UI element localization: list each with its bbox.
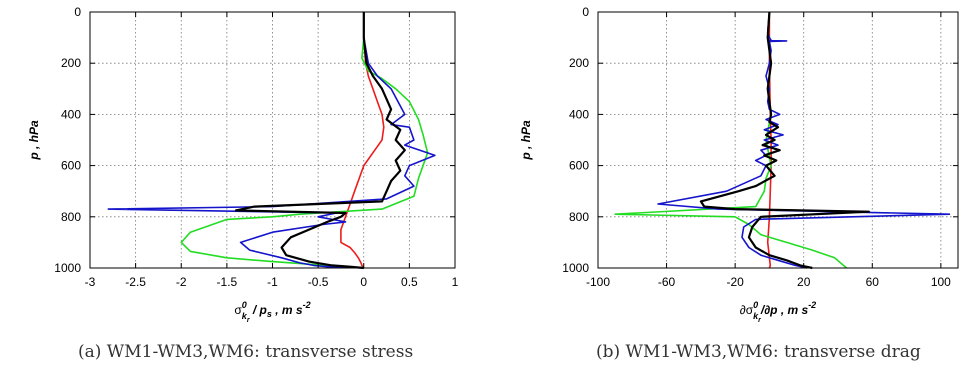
series-line-2 <box>657 11 951 269</box>
chart-transverse-stress: -3 -2.5 -2 -1.5 -1 -0.5 0 0.5 1 0 200 400 600 800 1000… <box>27 5 459 324</box>
series-line-2 <box>107 12 436 269</box>
y-tick-label: 200 <box>61 56 81 70</box>
y-tick-label: 400 <box>61 107 81 121</box>
x-tick-label: -1 <box>267 275 278 289</box>
y-tick-label: 200 <box>569 56 589 70</box>
figure: -3 -2.5 -2 -1.5 -1 -0.5 0 0.5 102004006008001000… <box>27 5 959 324</box>
x-tick-label: 0.5 <box>401 275 418 289</box>
x-tick-label: -0.5 <box>308 275 329 289</box>
caption-b: (b) WM1-WM3,WM6: transverse drag <box>596 342 921 362</box>
y-axis-label: p , hPa <box>519 120 533 161</box>
plot-frame <box>597 11 959 269</box>
x-tick-label: 100 <box>931 275 951 289</box>
x-tick-label: -20 <box>726 275 744 289</box>
y-tick-label: 0 <box>74 5 81 19</box>
y-tick-label: 800 <box>61 210 81 224</box>
x-tick-label: -2.5 <box>125 275 146 289</box>
x-axis-label: σ0 kr / ps , m s-2 <box>234 300 310 324</box>
series-line-3 <box>699 11 871 270</box>
x-tick-label: 20 <box>797 275 811 289</box>
y-tick-label: 600 <box>61 159 81 173</box>
x-tick-label: -100 <box>586 275 610 289</box>
x-tick-label: -1.5 <box>217 275 238 289</box>
series-line-1 <box>614 11 848 269</box>
series-line-3 <box>234 12 406 270</box>
y-tick-label: 800 <box>569 210 589 224</box>
series-line-0 <box>340 12 385 269</box>
y-tick-label: 1000 <box>562 261 589 275</box>
x-tick-label: -2 <box>176 275 187 289</box>
series-line-1 <box>180 12 429 269</box>
x-tick-label: -60 <box>658 275 676 289</box>
y-tick-label: 600 <box>569 159 589 173</box>
x-tick-label: 1 <box>452 275 459 289</box>
y-tick-label: 0 <box>582 5 589 19</box>
y-tick-label: 1000 <box>54 261 81 275</box>
caption-a: (a) WM1-WM3,WM6: transverse stress <box>78 342 414 362</box>
x-tick-label: 60 <box>866 275 880 289</box>
y-axis-label: p , hPa <box>27 120 41 161</box>
y-tick-label: 400 <box>569 107 589 121</box>
x-tick-label: -3 <box>85 275 96 289</box>
x-tick-label: 0 <box>360 275 367 289</box>
x-axis-label: ∂σ0 kr/∂p , m s-2 <box>740 300 816 324</box>
